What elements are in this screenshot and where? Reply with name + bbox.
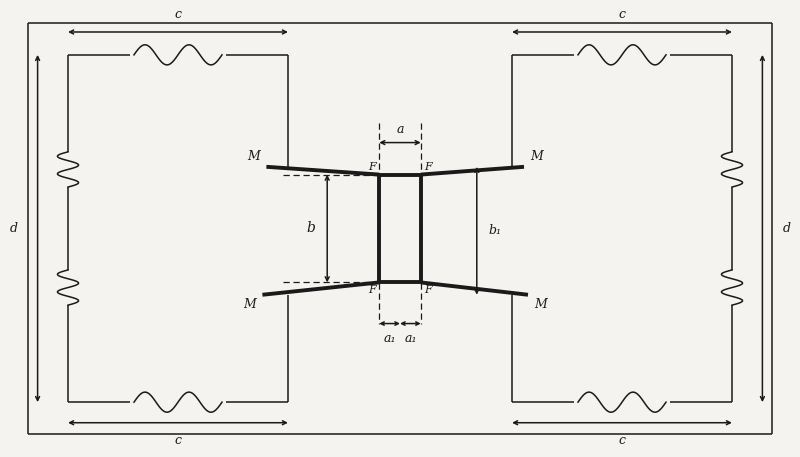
Text: c: c	[174, 434, 182, 447]
Text: c: c	[174, 8, 182, 21]
Text: F: F	[424, 285, 432, 295]
Text: F: F	[368, 162, 376, 172]
Text: b₁: b₁	[489, 224, 502, 237]
Text: a: a	[396, 123, 404, 136]
Text: a₁: a₁	[404, 332, 417, 345]
Text: M: M	[243, 298, 256, 311]
Text: F: F	[424, 162, 432, 172]
Text: M: M	[530, 150, 543, 163]
Text: M: M	[247, 150, 260, 163]
Text: a₁: a₁	[383, 332, 396, 345]
Text: M: M	[534, 298, 547, 311]
Text: d: d	[782, 222, 790, 235]
Text: d: d	[10, 222, 18, 235]
Text: c: c	[618, 8, 626, 21]
Text: c: c	[618, 434, 626, 447]
Text: b: b	[306, 222, 315, 235]
Text: F: F	[368, 285, 376, 295]
